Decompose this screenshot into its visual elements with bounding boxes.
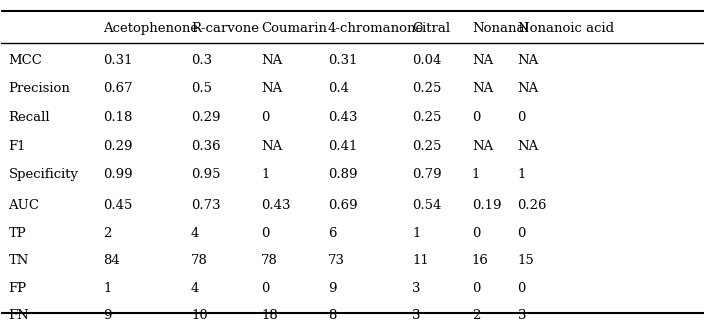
Text: NA: NA	[472, 54, 493, 67]
Text: 3: 3	[412, 282, 421, 295]
Text: 0.31: 0.31	[103, 54, 133, 67]
Text: Specificity: Specificity	[8, 168, 78, 181]
Text: 0.26: 0.26	[517, 199, 547, 212]
Text: 0.19: 0.19	[472, 199, 501, 212]
Text: 1: 1	[103, 282, 111, 295]
Text: Nonanal: Nonanal	[472, 22, 529, 35]
Text: 9: 9	[103, 308, 111, 322]
Text: Citral: Citral	[412, 22, 450, 35]
Text: NA: NA	[262, 140, 283, 153]
Text: 10: 10	[191, 308, 208, 322]
Text: 0: 0	[472, 227, 480, 240]
Text: 16: 16	[472, 254, 489, 267]
Text: NA: NA	[517, 83, 539, 96]
Text: 0: 0	[262, 111, 269, 124]
Text: 78: 78	[262, 254, 278, 267]
Text: 0.43: 0.43	[262, 199, 290, 212]
Text: 0: 0	[517, 111, 526, 124]
Text: 4: 4	[191, 282, 200, 295]
Text: NA: NA	[262, 83, 283, 96]
Text: 73: 73	[328, 254, 345, 267]
Text: 84: 84	[103, 254, 120, 267]
Text: 0.25: 0.25	[412, 140, 441, 153]
Text: 0.73: 0.73	[191, 199, 221, 212]
Text: 0: 0	[517, 227, 526, 240]
Text: 6: 6	[328, 227, 336, 240]
Text: 0.69: 0.69	[328, 199, 357, 212]
Text: 0.3: 0.3	[191, 54, 212, 67]
Text: NA: NA	[262, 54, 283, 67]
Text: 0.31: 0.31	[328, 54, 357, 67]
Text: Coumarin: Coumarin	[262, 22, 327, 35]
Text: TP: TP	[8, 227, 26, 240]
Text: 0.67: 0.67	[103, 83, 133, 96]
Text: 0.99: 0.99	[103, 168, 133, 181]
Text: 0.04: 0.04	[412, 54, 441, 67]
Text: FN: FN	[8, 308, 29, 322]
Text: AUC: AUC	[8, 199, 39, 212]
Text: 2: 2	[103, 227, 111, 240]
Text: 78: 78	[191, 254, 208, 267]
Text: 0.29: 0.29	[191, 111, 221, 124]
Text: Nonanoic acid: Nonanoic acid	[517, 22, 613, 35]
Text: 9: 9	[328, 282, 336, 295]
Text: 0.89: 0.89	[328, 168, 357, 181]
Text: 2: 2	[472, 308, 480, 322]
Text: NA: NA	[517, 54, 539, 67]
Text: Acetophenone: Acetophenone	[103, 22, 198, 35]
Text: 0.18: 0.18	[103, 111, 133, 124]
Text: Precision: Precision	[8, 83, 70, 96]
Text: 0.95: 0.95	[191, 168, 221, 181]
Text: 0.29: 0.29	[103, 140, 133, 153]
Text: 0.41: 0.41	[328, 140, 357, 153]
Text: NA: NA	[472, 83, 493, 96]
Text: 0.54: 0.54	[412, 199, 441, 212]
Text: 0.5: 0.5	[191, 83, 212, 96]
Text: 18: 18	[262, 308, 278, 322]
Text: 8: 8	[328, 308, 336, 322]
Text: Recall: Recall	[8, 111, 50, 124]
Text: 15: 15	[517, 254, 534, 267]
Text: 0: 0	[262, 227, 269, 240]
Text: 0: 0	[472, 111, 480, 124]
Text: MCC: MCC	[8, 54, 42, 67]
Text: 1: 1	[472, 168, 480, 181]
Text: 3: 3	[517, 308, 526, 322]
Text: 0.25: 0.25	[412, 111, 441, 124]
Text: 0: 0	[262, 282, 269, 295]
Text: 4-chromanone: 4-chromanone	[328, 22, 424, 35]
Text: 4: 4	[191, 227, 200, 240]
Text: 1: 1	[412, 227, 421, 240]
Text: 0.45: 0.45	[103, 199, 133, 212]
Text: 0.79: 0.79	[412, 168, 442, 181]
Text: 0.36: 0.36	[191, 140, 221, 153]
Text: NA: NA	[517, 140, 539, 153]
Text: 0.25: 0.25	[412, 83, 441, 96]
Text: R-carvone: R-carvone	[191, 22, 259, 35]
Text: FP: FP	[8, 282, 27, 295]
Text: 1: 1	[262, 168, 269, 181]
Text: 0.43: 0.43	[328, 111, 357, 124]
Text: NA: NA	[472, 140, 493, 153]
Text: 0: 0	[472, 282, 480, 295]
Text: F1: F1	[8, 140, 26, 153]
Text: TN: TN	[8, 254, 29, 267]
Text: 1: 1	[517, 168, 526, 181]
Text: 11: 11	[412, 254, 429, 267]
Text: 0: 0	[517, 282, 526, 295]
Text: 0.4: 0.4	[328, 83, 349, 96]
Text: 3: 3	[412, 308, 421, 322]
